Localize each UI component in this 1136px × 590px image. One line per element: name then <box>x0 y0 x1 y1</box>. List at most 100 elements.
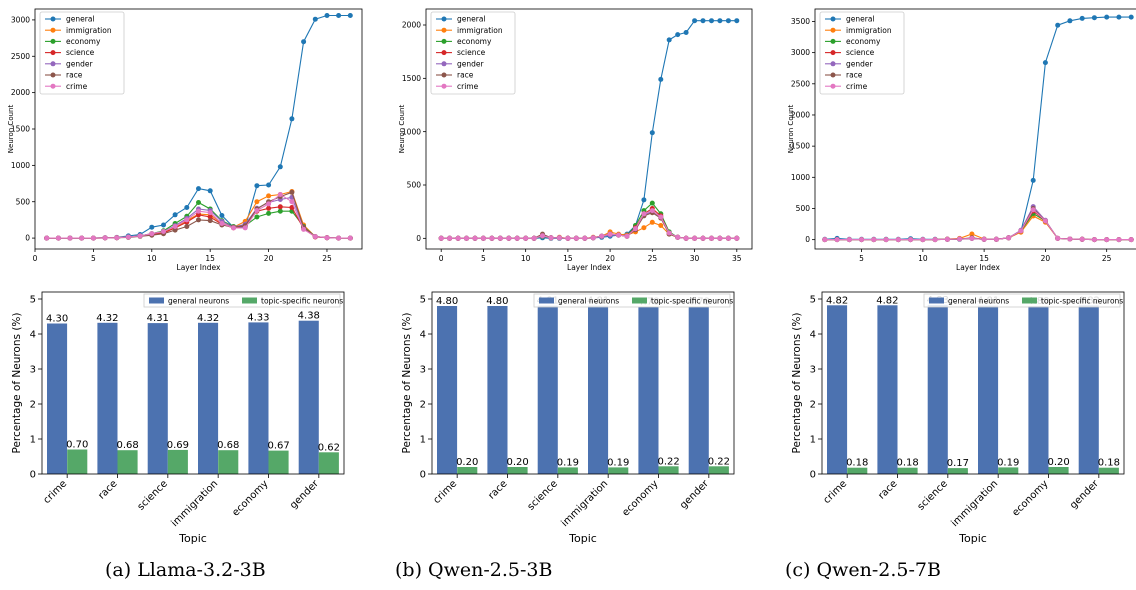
legend-marker-immigration <box>50 27 56 33</box>
x-tick-label: 15 <box>563 254 573 263</box>
y-tick-label: 1500 <box>11 125 30 134</box>
data-label: 4.30 <box>46 314 68 325</box>
x-tick-label: 25 <box>322 254 332 263</box>
x-tick-label: 0 <box>439 254 444 263</box>
data-point-crime <box>102 235 108 241</box>
data-point-crime <box>633 226 638 232</box>
bar-topic-specific <box>218 450 239 474</box>
series-line-science <box>441 207 737 239</box>
data-point-crime <box>932 237 938 243</box>
data-point-general <box>1128 14 1134 20</box>
data-point-general <box>649 130 655 136</box>
y-tick-label: 2000 <box>402 21 421 30</box>
legend-label-economy: economy <box>457 37 492 46</box>
y-tick-label: 4 <box>420 330 426 341</box>
legend-label-economy: economy <box>846 37 881 46</box>
legend-marker-science <box>441 50 447 56</box>
data-point-crime <box>472 235 478 241</box>
data-label: 0.70 <box>66 440 88 451</box>
data-point-crime <box>883 237 889 243</box>
bar-topic-specific <box>708 466 729 474</box>
plot-frame <box>425 8 753 250</box>
legend-marker-crime <box>441 83 447 89</box>
data-label: 4.32 <box>96 313 118 324</box>
data-point-crime <box>347 235 353 241</box>
category-label-economy: economy <box>230 478 270 518</box>
y-tick-label: 0 <box>416 234 421 243</box>
data-point-science <box>277 204 283 210</box>
y-tick-label: 2 <box>420 400 426 411</box>
legend-label-immigration: immigration <box>66 26 112 35</box>
data-point-crime <box>834 237 840 243</box>
category-label-immigration: immigration <box>560 478 611 529</box>
bar-topic-specific <box>318 452 339 474</box>
x-tick-label: 20 <box>1041 254 1051 263</box>
y-tick-label: 4 <box>810 330 816 341</box>
y-axis-label: Neuron Count <box>7 105 15 154</box>
data-point-crime <box>556 235 562 241</box>
bar-topic-specific <box>608 467 629 474</box>
bar-general <box>487 306 508 474</box>
data-point-general <box>277 164 283 170</box>
legend-marker-general <box>50 16 56 22</box>
data-point-crime <box>1006 235 1012 241</box>
y-tick-label: 3500 <box>791 17 810 26</box>
data-point-crime <box>565 235 571 241</box>
bar-topic-specific <box>658 466 679 474</box>
data-point-crime <box>1128 237 1134 243</box>
y-tick-label: 1500 <box>402 74 421 83</box>
category-label-crime: crime <box>432 478 460 506</box>
data-point-general <box>709 18 714 24</box>
data-point-crime <box>607 231 613 237</box>
data-point-general <box>336 13 342 18</box>
data-point-general <box>289 116 295 122</box>
x-tick-label: 10 <box>521 254 531 263</box>
y-tick-label: 3000 <box>11 16 30 25</box>
y-tick-label: 5 <box>420 295 426 306</box>
data-point-general <box>347 13 353 18</box>
y-tick-label: 5 <box>30 295 36 306</box>
data-point-general <box>149 224 155 230</box>
category-label-science: science <box>136 478 170 512</box>
legend-marker-race <box>441 72 447 78</box>
bar-topic-specific <box>1098 467 1119 474</box>
data-point-crime <box>324 235 330 241</box>
x-tick-label: 5 <box>91 254 96 263</box>
data-point-crime <box>957 236 963 242</box>
legend-marker-economy <box>441 38 447 44</box>
data-label: 4.32 <box>197 313 219 324</box>
data-point-race <box>196 217 201 223</box>
category-label-immigration: immigration <box>170 478 221 529</box>
data-point-crime <box>90 235 96 241</box>
data-point-crime <box>1104 237 1110 243</box>
data-point-crime <box>1018 228 1024 234</box>
data-label: 0.62 <box>318 442 340 453</box>
data-point-crime <box>137 233 143 239</box>
y-tick-label: 2 <box>810 400 816 411</box>
bar-topic-specific <box>998 467 1019 474</box>
category-label-crime: crime <box>822 478 850 506</box>
legend-marker-gender <box>441 61 447 67</box>
legend-label-general: general neurons <box>168 297 229 306</box>
data-point-general <box>1116 14 1122 20</box>
category-label-gender: gender <box>1068 478 1101 511</box>
data-label: 0.19 <box>557 457 579 468</box>
legend-label-general: general neurons <box>948 297 1009 306</box>
y-tick-label: 0 <box>810 470 816 481</box>
y-axis-label: Percentage of Neurons (%) <box>401 313 413 454</box>
data-point-science <box>266 205 272 211</box>
caption-c: (c) Qwen-2.5-7B <box>785 559 941 581</box>
category-label-economy: economy <box>1010 478 1050 518</box>
data-point-crime <box>692 235 698 241</box>
data-point-immigration <box>641 225 647 231</box>
category-label-science: science <box>526 478 560 512</box>
data-point-general <box>161 222 166 228</box>
bar-general <box>1078 305 1099 474</box>
data-point-crime <box>700 235 706 241</box>
legend-label-general: general <box>846 15 875 24</box>
data-point-immigration <box>254 199 260 205</box>
y-tick-label: 1 <box>30 435 36 446</box>
data-point-crime <box>464 235 469 241</box>
y-axis-label: Percentage of Neurons (%) <box>11 313 23 454</box>
data-point-crime <box>725 235 731 241</box>
